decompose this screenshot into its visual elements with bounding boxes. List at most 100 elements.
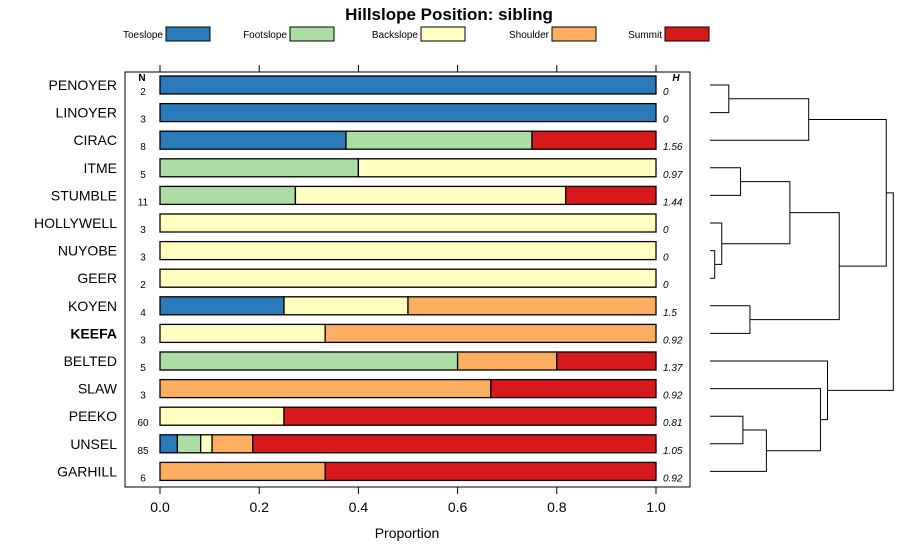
dendrogram-branch-8 — [808, 119, 887, 267]
bar-segment-garhill-summit — [324, 461, 657, 482]
row-label-linoyer: LINOYER — [56, 105, 117, 121]
bar-segment-garhill-shoulder — [159, 461, 326, 482]
bar-segment-penoyer-toeslope — [159, 75, 657, 95]
n-value-penoyer: 2 — [140, 87, 146, 98]
h-value-linoyer: 0 — [663, 115, 669, 126]
legend-swatch-summit — [664, 26, 710, 42]
bar-segment-slaw-shoulder — [159, 378, 492, 399]
n-value-nuyobe: 3 — [140, 253, 146, 264]
dendrogram-branch-1 — [710, 98, 810, 141]
bar-segment-unsel-summit — [252, 434, 657, 454]
bar-row-stumble: STUMBLE 11 1.44 — [51, 185, 683, 208]
h-value-itme: 0.97 — [663, 170, 683, 181]
n-value-stumble: 11 — [138, 197, 149, 208]
bar-segment-cirac-footslope — [345, 130, 533, 150]
bar-segment-koyen-toeslope — [159, 296, 285, 316]
bar-row-geer: GEER 2 0 — [77, 268, 669, 291]
h-value-cirac: 1.56 — [663, 142, 683, 153]
bar-row-hollywell: HOLLYWELL 3 0 — [34, 213, 669, 236]
n-value-peeko: 60 — [137, 418, 149, 429]
h-value-belted: 1.37 — [663, 363, 683, 374]
bar-segment-itme-footslope — [159, 158, 360, 178]
bar-segment-cirac-toeslope — [159, 130, 347, 150]
h-value-stumble: 1.44 — [663, 197, 683, 208]
row-label-koyen: KOYEN — [68, 298, 117, 314]
bar-segment-belted-footslope — [159, 351, 459, 371]
bar-segment-unsel-backslope — [200, 434, 213, 454]
n-value-cirac: 8 — [140, 142, 146, 153]
x-axis: 0.0 0.2 0.4 0.6 0.8 1.0 — [150, 65, 666, 515]
dendrogram-branch-6 — [710, 305, 751, 334]
x-tick-label-4: 0.8 — [547, 499, 567, 515]
h-value-keefa: 0.92 — [663, 335, 683, 346]
h-value-geer: 0 — [663, 280, 669, 291]
n-value-itme: 5 — [140, 170, 146, 181]
dendrogram-branch-13 — [827, 192, 894, 391]
x-tick-label-1: 0.2 — [249, 499, 269, 515]
row-label-belted: BELTED — [64, 353, 117, 369]
row-label-garhill: GARHILL — [57, 463, 117, 479]
bar-row-linoyer: LINOYER 3 0 — [56, 102, 669, 126]
h-value-hollywell: 0 — [663, 225, 669, 236]
dendrogram-branch-7 — [749, 212, 840, 321]
dendrogram-branch-3 — [710, 250, 716, 279]
bar-segment-koyen-backslope — [283, 296, 409, 316]
n-value-belted: 5 — [140, 363, 146, 374]
row-label-penoyer: PENOYER — [49, 77, 117, 93]
bar-segment-peeko-backslope — [159, 406, 285, 426]
bar-row-garhill: GARHILL 6 0.92 — [57, 461, 683, 484]
bar-segment-peeko-summit — [283, 406, 657, 426]
legend-label-shoulder: Shoulder — [509, 30, 550, 41]
h-value-koyen: 1.5 — [663, 308, 677, 319]
h-value-unsel: 1.05 — [663, 446, 683, 457]
h-value-slaw: 0.92 — [663, 391, 683, 402]
row-label-geer: GEER — [77, 270, 117, 286]
bar-row-itme: ITME 5 0.97 — [84, 158, 683, 181]
n-value-koyen: 4 — [140, 308, 146, 319]
h-value-peeko: 0.81 — [663, 418, 682, 429]
n-value-slaw: 3 — [140, 391, 146, 402]
row-label-hollywell: HOLLYWELL — [34, 215, 117, 231]
bar-segment-slaw-summit — [490, 378, 657, 399]
dendrogram-branch-11 — [710, 388, 821, 452]
bar-segment-belted-shoulder — [456, 351, 558, 371]
chart-title: Hillslope Position: sibling — [345, 5, 553, 24]
bar-segment-itme-backslope — [357, 158, 657, 178]
bar-segment-keefa-backslope — [159, 323, 326, 344]
row-label-nuyobe: NUYOBE — [58, 243, 117, 259]
row-label-peeko: PEEKO — [69, 408, 117, 424]
n-value-unsel: 85 — [137, 446, 149, 457]
bar-row-keefa: KEEFA 3 0.92 — [70, 323, 683, 346]
h-value-garhill: 0.92 — [663, 473, 683, 484]
dendrogram-branch-5 — [721, 181, 791, 245]
legend-swatch-shoulder — [551, 26, 597, 42]
bar-row-unsel: UNSEL 85 1.05 — [70, 434, 683, 457]
dendrogram-branch-2 — [710, 167, 742, 196]
row-label-keefa: KEEFA — [70, 325, 117, 341]
h-header: H — [672, 73, 680, 84]
legend-label-backslope: Backslope — [372, 30, 419, 41]
bar-segment-unsel-shoulder — [211, 434, 254, 454]
legend-label-toeslope: Toeslope — [123, 30, 163, 41]
bar-segment-linoyer-toeslope — [159, 102, 657, 123]
bar-segment-unsel-footslope — [176, 434, 202, 454]
bar-row-cirac: CIRAC 8 1.56 — [73, 130, 683, 153]
n-value-keefa: 3 — [140, 335, 146, 346]
bar-segment-cirac-summit — [531, 130, 657, 150]
n-value-geer: 2 — [140, 280, 146, 291]
dendrogram-branch-9 — [710, 415, 744, 445]
dendrogram-branch-10 — [710, 429, 767, 472]
x-tick-label-0: 0.0 — [150, 499, 170, 515]
h-value-nuyobe: 0 — [663, 253, 669, 264]
dendrogram-branch-4 — [710, 222, 723, 265]
bar-segment-hollywell-backslope — [159, 213, 657, 233]
dendrogram-branch-0 — [710, 84, 730, 114]
dendrogram-branch-12 — [710, 360, 828, 421]
legend-swatch-toeslope — [165, 26, 211, 42]
n-value-linoyer: 3 — [140, 115, 146, 126]
bar-row-penoyer: PENOYER 2 0 — [49, 75, 669, 98]
bar-segment-stumble-backslope — [294, 185, 567, 206]
legend-label-summit: Summit — [628, 30, 662, 41]
dendrogram — [710, 84, 894, 472]
